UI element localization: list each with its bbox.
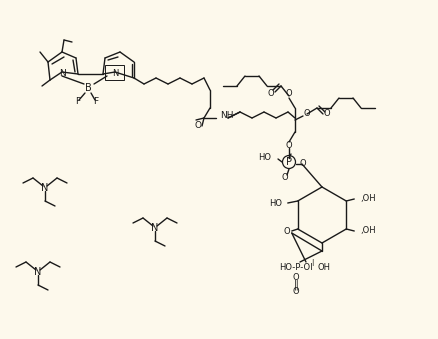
Text: ,OH: ,OH xyxy=(360,195,375,203)
Text: O: O xyxy=(283,226,289,236)
Text: F: F xyxy=(93,98,99,106)
Text: N: N xyxy=(34,267,42,277)
Text: HO: HO xyxy=(268,199,281,207)
Text: ‖: ‖ xyxy=(293,280,298,290)
Text: O: O xyxy=(323,109,329,119)
Text: O: O xyxy=(281,174,288,182)
Text: B: B xyxy=(85,83,91,93)
Text: O: O xyxy=(299,160,306,168)
Text: P: P xyxy=(285,157,291,167)
Text: HO: HO xyxy=(258,154,270,162)
Text: N: N xyxy=(151,223,158,233)
Text: O: O xyxy=(194,121,201,131)
Text: F: F xyxy=(75,98,81,106)
Text: O: O xyxy=(285,89,292,99)
Text: O: O xyxy=(292,287,299,297)
Text: O: O xyxy=(292,274,299,282)
Text: ,OH: ,OH xyxy=(360,226,375,236)
Text: O: O xyxy=(285,141,292,151)
FancyBboxPatch shape xyxy=(105,64,124,80)
Text: OH: OH xyxy=(317,262,330,272)
Text: N: N xyxy=(60,69,66,79)
Text: N: N xyxy=(41,183,49,193)
Text: HO-P-OI: HO-P-OI xyxy=(279,263,312,273)
Text: N: N xyxy=(112,69,118,79)
Text: NH: NH xyxy=(219,111,233,120)
Text: O: O xyxy=(303,109,310,119)
Text: O: O xyxy=(267,89,274,99)
Text: |: | xyxy=(310,259,312,266)
